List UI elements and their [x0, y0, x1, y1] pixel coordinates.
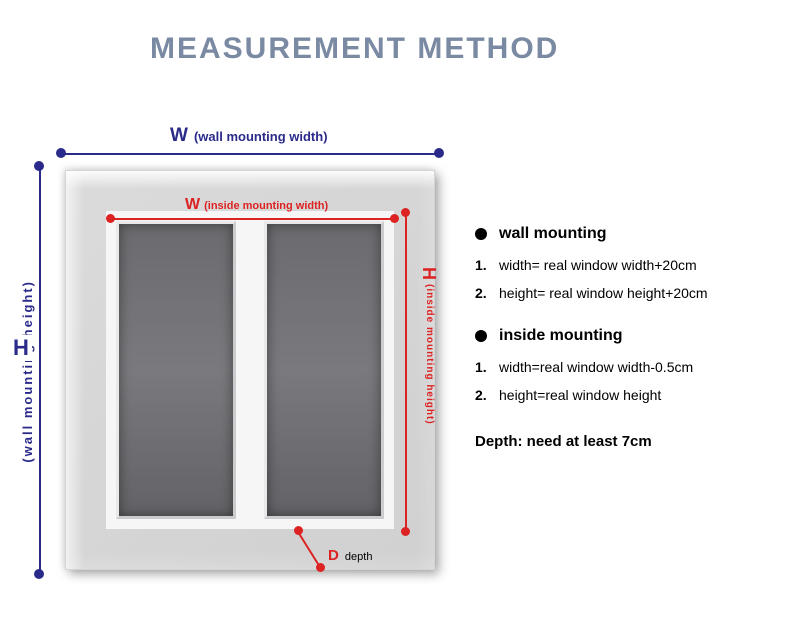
- dim-inside-width: W(inside mounting width): [110, 208, 395, 228]
- dim-line: [39, 165, 41, 575]
- dim-letter: W: [170, 125, 188, 146]
- item-number: 1.: [475, 359, 491, 375]
- dim-endpoint-icon: [34, 569, 44, 579]
- item-text: height=real window height: [499, 387, 661, 403]
- dim-wall-width: W(wall mounting width): [60, 135, 440, 159]
- dim-wall-height: (wall mounting height): [28, 165, 52, 575]
- dim-label: (wall mounting height): [20, 280, 35, 463]
- bullet-icon: [475, 228, 487, 240]
- section-heading-wall: wall mounting: [475, 225, 775, 243]
- item-number: 2.: [475, 285, 491, 301]
- dim-label: H (inside mounting height): [418, 267, 439, 425]
- dim-endpoint-icon: [106, 214, 115, 223]
- dim-endpoint-icon: [434, 148, 444, 158]
- list-item: 1. width= real window width+20cm: [475, 257, 775, 273]
- dim-line: [110, 218, 395, 220]
- dim-endpoint-icon: [34, 161, 44, 171]
- dim-label: W (wall mounting width): [170, 125, 328, 147]
- dim-label: W (inside mounting width): [185, 196, 328, 214]
- dim-caption: (wall mounting width): [194, 129, 328, 144]
- dim-line: [60, 153, 440, 155]
- item-text: width= real window width+20cm: [499, 257, 697, 273]
- item-number: 1.: [475, 257, 491, 273]
- dim-letter: D: [328, 547, 339, 564]
- dim-endpoint-icon: [56, 148, 66, 158]
- bullet-icon: [475, 330, 487, 342]
- dim-endpoint-icon: [294, 526, 303, 535]
- list-item: 2. height= real window height+20cm: [475, 285, 775, 301]
- dim-wall-height-letter: H: [10, 335, 32, 361]
- dim-inside-height: H(inside mounting height): [396, 212, 416, 532]
- section-heading-inside: inside mounting: [475, 327, 775, 345]
- window-frame: [65, 170, 435, 570]
- dim-line: [405, 212, 407, 532]
- window-pane-left: [116, 221, 236, 519]
- dim-caption: (inside mounting height): [424, 284, 435, 425]
- item-number: 2.: [475, 387, 491, 403]
- dim-caption: (inside mounting width): [204, 200, 328, 212]
- dim-endpoint-icon: [401, 208, 410, 217]
- item-text: height= real window height+20cm: [499, 285, 708, 301]
- depth-note: Depth: need at least 7cm: [475, 433, 775, 450]
- item-text: width=real window width-0.5cm: [499, 359, 693, 375]
- dim-endpoint-icon: [316, 563, 325, 572]
- list-item: 1. width=real window width-0.5cm: [475, 359, 775, 375]
- window-pane-right: [264, 221, 384, 519]
- heading-text: wall mounting: [499, 225, 607, 243]
- window-inner: [106, 211, 394, 529]
- dim-letter: H: [419, 267, 439, 280]
- dim-label: D depth: [328, 547, 372, 564]
- info-panel: wall mounting 1. width= real window widt…: [475, 225, 775, 450]
- page-title: MEASUREMENT METHOD: [150, 32, 559, 66]
- dim-depth: D depth: [298, 530, 378, 580]
- dim-caption: depth: [345, 551, 373, 563]
- dim-caption: (wall mounting height): [20, 280, 35, 463]
- dim-letter: W: [185, 196, 200, 213]
- dim-endpoint-icon: [401, 527, 410, 536]
- list-item: 2. height=real window height: [475, 387, 775, 403]
- heading-text: inside mounting: [499, 327, 623, 345]
